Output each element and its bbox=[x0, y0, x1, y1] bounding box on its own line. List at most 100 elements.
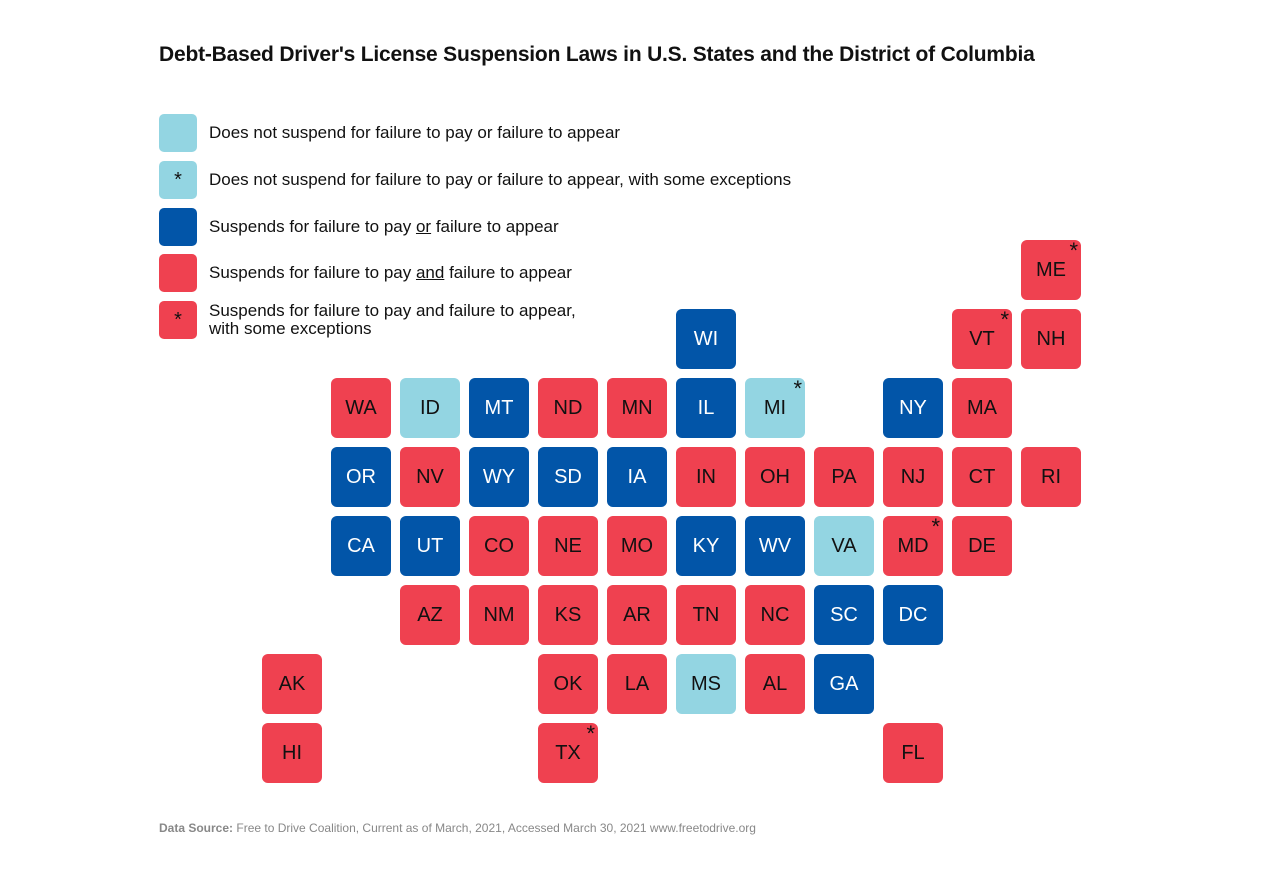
state-abbr: OR bbox=[346, 465, 376, 488]
legend-label: Suspends for failure to pay and failure … bbox=[209, 263, 572, 282]
legend-item-pay-or-appear: Suspends for failure to pay or failure t… bbox=[159, 208, 559, 246]
state-tile-nm: NM bbox=[469, 585, 529, 645]
state-abbr: NY bbox=[899, 396, 927, 419]
state-tile-mi: MI * bbox=[745, 378, 805, 438]
state-abbr: MS bbox=[691, 672, 721, 695]
state-abbr: NM bbox=[483, 603, 515, 626]
state-tile-de: DE bbox=[952, 516, 1012, 576]
state-abbr: OH bbox=[760, 465, 790, 488]
state-tile-wv: WV bbox=[745, 516, 805, 576]
state-abbr: ND bbox=[553, 396, 583, 419]
legend-item-no-suspension-exceptions: * Does not suspend for failure to pay or… bbox=[159, 161, 791, 199]
legend-swatch-red-asterisk: * bbox=[159, 301, 197, 339]
state-tile-ri: RI bbox=[1021, 447, 1081, 507]
state-tile-vt: VT * bbox=[952, 309, 1012, 369]
legend-label: Does not suspend for failure to pay or f… bbox=[209, 123, 621, 142]
state-abbr: VA bbox=[831, 534, 857, 557]
state-tile-in: IN bbox=[676, 447, 736, 507]
state-tile-ny: NY bbox=[883, 378, 943, 438]
state-tile-ar: AR bbox=[607, 585, 667, 645]
state-tile-wa: WA bbox=[331, 378, 391, 438]
state-tile-ms: MS bbox=[676, 654, 736, 714]
state-tile-va: VA bbox=[814, 516, 874, 576]
state-abbr: SD bbox=[554, 465, 582, 488]
state-tile-nv: NV bbox=[400, 447, 460, 507]
state-abbr: SC bbox=[830, 603, 858, 626]
state-abbr: NJ bbox=[900, 465, 926, 488]
chart-title: Debt-Based Driver's License Suspension L… bbox=[159, 43, 1035, 66]
asterisk-icon: * bbox=[1000, 307, 1009, 332]
state-tile-az: AZ bbox=[400, 585, 460, 645]
state-abbr: PA bbox=[831, 465, 857, 488]
state-abbr: UT bbox=[416, 534, 444, 557]
state-tile-nj: NJ bbox=[883, 447, 943, 507]
state-abbr: AL bbox=[762, 672, 788, 695]
state-tile-ky: KY bbox=[676, 516, 736, 576]
state-tile-ca: CA bbox=[331, 516, 391, 576]
state-abbr: NH bbox=[1036, 327, 1066, 350]
state-tile-me: ME * bbox=[1021, 240, 1081, 300]
state-abbr: HI bbox=[282, 741, 302, 764]
state-abbr: WV bbox=[758, 534, 792, 557]
state-abbr: NV bbox=[416, 465, 444, 488]
state-tile-oh: OH bbox=[745, 447, 805, 507]
state-abbr: AK bbox=[278, 672, 306, 695]
asterisk-icon: * bbox=[174, 168, 182, 191]
legend-label: Does not suspend for failure to pay or f… bbox=[209, 170, 792, 189]
state-tile-mt: MT bbox=[469, 378, 529, 438]
state-tile-ia: IA bbox=[607, 447, 667, 507]
legend-label: Suspends for failure to pay or failure t… bbox=[209, 217, 559, 236]
state-tile-ok: OK bbox=[538, 654, 598, 714]
asterisk-icon: * bbox=[1069, 238, 1078, 263]
state-abbr: GA bbox=[829, 672, 859, 695]
state-abbr: MT bbox=[484, 396, 514, 419]
state-tile-or: OR bbox=[331, 447, 391, 507]
data-source: Data Source: Free to Drive Coalition, Cu… bbox=[159, 821, 756, 835]
legend-swatch-light-blue bbox=[159, 114, 197, 152]
state-tile-ga: GA bbox=[814, 654, 874, 714]
state-tile-nd: ND bbox=[538, 378, 598, 438]
state-tile-il: IL bbox=[676, 378, 736, 438]
state-abbr: IN bbox=[696, 465, 716, 488]
state-tile-al: AL bbox=[745, 654, 805, 714]
state-abbr: WI bbox=[693, 327, 719, 350]
state-tile-sd: SD bbox=[538, 447, 598, 507]
state-tile-ak: AK bbox=[262, 654, 322, 714]
state-tile-tx: TX * bbox=[538, 723, 598, 783]
state-abbr: TN bbox=[692, 603, 720, 626]
state-tile-id: ID bbox=[400, 378, 460, 438]
legend-item-pay-and-appear-exceptions: * Suspends for failure to pay and failur… bbox=[159, 301, 576, 339]
state-tile-md: MD * bbox=[883, 516, 943, 576]
state-abbr: KY bbox=[692, 534, 720, 557]
state-tile-la: LA bbox=[607, 654, 667, 714]
state-abbr: IA bbox=[627, 465, 647, 488]
legend-item-no-suspension: Does not suspend for failure to pay or f… bbox=[159, 114, 620, 152]
state-tile-wy: WY bbox=[469, 447, 529, 507]
state-abbr: CO bbox=[484, 534, 514, 557]
state-tile-nh: NH bbox=[1021, 309, 1081, 369]
state-abbr: RI bbox=[1041, 465, 1061, 488]
state-tile-ct: CT bbox=[952, 447, 1012, 507]
state-abbr: KS bbox=[554, 603, 582, 626]
state-abbr: NC bbox=[760, 603, 790, 626]
asterisk-icon: * bbox=[793, 376, 802, 401]
state-tile-sc: SC bbox=[814, 585, 874, 645]
state-abbr: CT bbox=[968, 465, 996, 488]
state-tile-hi: HI bbox=[262, 723, 322, 783]
state-tile-dc: DC bbox=[883, 585, 943, 645]
state-tile-fl: FL bbox=[883, 723, 943, 783]
state-tile-wi: WI bbox=[676, 309, 736, 369]
legend-swatch-blue bbox=[159, 208, 197, 246]
state-abbr: MO bbox=[620, 534, 654, 557]
state-tile-mo: MO bbox=[607, 516, 667, 576]
state-abbr: IL bbox=[697, 396, 715, 419]
state-tile-co: CO bbox=[469, 516, 529, 576]
state-abbr: TX bbox=[555, 741, 581, 764]
state-abbr: AZ bbox=[417, 603, 443, 626]
state-abbr: AR bbox=[623, 603, 651, 626]
legend-item-pay-and-appear: Suspends for failure to pay and failure … bbox=[159, 254, 572, 292]
state-tile-mn: MN bbox=[607, 378, 667, 438]
asterisk-icon: * bbox=[586, 721, 595, 746]
state-abbr: MN bbox=[621, 396, 653, 419]
state-abbr: WA bbox=[345, 396, 377, 419]
